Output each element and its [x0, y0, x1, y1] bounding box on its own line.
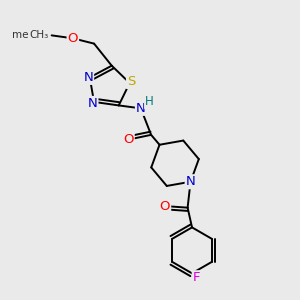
Text: N: N	[186, 175, 195, 188]
Text: CH₃: CH₃	[29, 30, 48, 40]
Text: F: F	[193, 271, 200, 284]
Text: O: O	[68, 32, 78, 45]
Text: O: O	[160, 200, 170, 213]
Text: N: N	[88, 97, 98, 110]
Text: H: H	[145, 95, 153, 108]
Text: O: O	[123, 133, 134, 146]
Text: S: S	[127, 75, 135, 88]
Text: methyl: methyl	[12, 30, 49, 40]
Text: N: N	[83, 71, 93, 84]
Text: N: N	[136, 102, 146, 115]
